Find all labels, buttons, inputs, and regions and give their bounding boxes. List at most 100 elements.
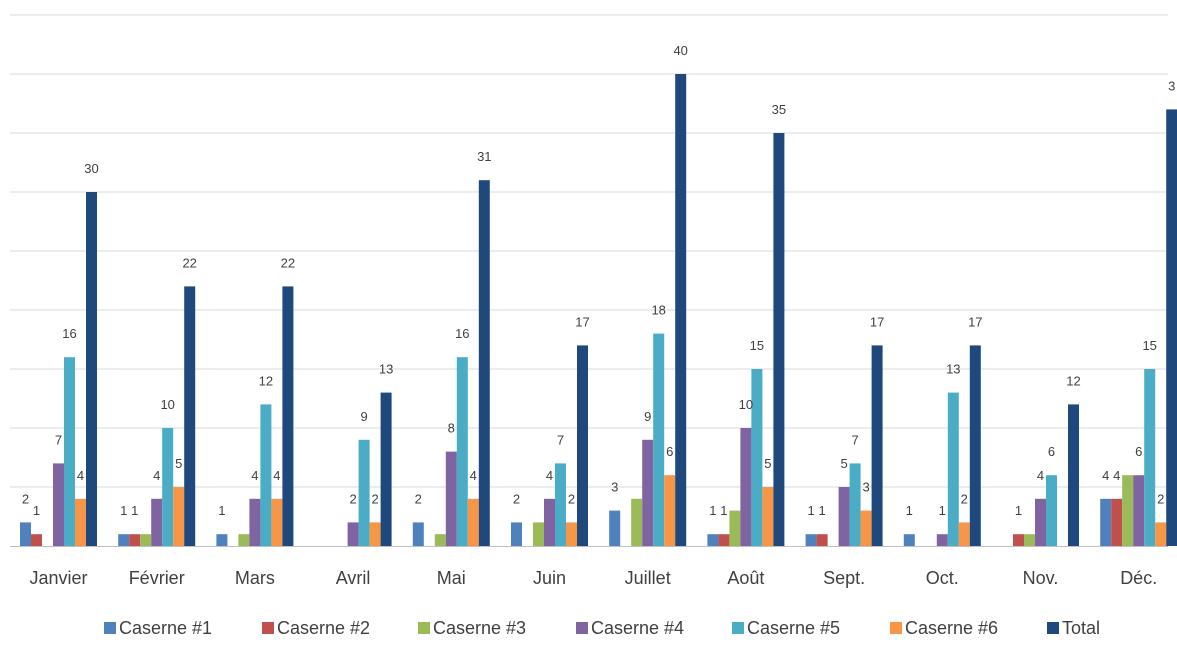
legend-label-caserne-3: Caserne #3 [433, 618, 526, 638]
data-label: 12 [259, 373, 273, 388]
data-label: 35 [772, 102, 786, 117]
bar-caserne-4-nov [1035, 498, 1046, 546]
data-label: 1 [1015, 503, 1022, 518]
data-label: 30 [84, 161, 98, 176]
data-label: 3 [611, 480, 618, 495]
data-label: 22 [281, 255, 295, 270]
bar-caserne-4-sept [838, 487, 850, 546]
data-label: 15 [1142, 338, 1156, 353]
data-label: 4 [470, 468, 477, 483]
bar-caserne-3-dec [1122, 475, 1134, 546]
category-label-fevrier: Février [129, 568, 185, 588]
bar-caserne-1-janvier [20, 522, 31, 546]
legend-swatch-caserne-3 [418, 622, 430, 634]
bar-caserne-1-oct [903, 534, 915, 546]
data-label: 1 [939, 503, 946, 518]
bar-caserne-4-aout [740, 428, 752, 546]
bar-caserne-1-fevrier [118, 534, 130, 546]
bar-total-dec [1166, 109, 1177, 547]
data-label: 7 [557, 432, 564, 447]
bar-caserne-5-janvier [64, 357, 75, 546]
data-label: 7 [851, 432, 858, 447]
data-label: 8 [448, 421, 455, 436]
data-label: 5 [840, 456, 847, 471]
bar-total-avril [380, 392, 392, 546]
data-label: 12 [1066, 373, 1080, 388]
data-label: 2 [371, 491, 378, 506]
bar-caserne-6-fevrier [173, 487, 185, 546]
bar-caserne-5-oct [947, 392, 959, 546]
data-label: 6 [666, 444, 673, 459]
data-label: 17 [968, 314, 982, 329]
data-label: 2 [961, 491, 968, 506]
bar-caserne-6-oct [958, 522, 970, 546]
data-label: 31 [477, 149, 491, 164]
data-label: 4 [1037, 468, 1044, 483]
data-label: 4 [546, 468, 553, 483]
legend-label-caserne-5: Caserne #5 [747, 618, 840, 638]
bar-caserne-3-mai [434, 534, 446, 546]
bar-caserne-2-sept [816, 534, 828, 546]
data-label: 1 [818, 503, 825, 518]
category-label-avril: Avril [336, 568, 371, 588]
data-label: 3 [1168, 78, 1175, 93]
data-label: 2 [568, 491, 575, 506]
data-label: 10 [739, 397, 753, 412]
data-label: 6 [1135, 444, 1142, 459]
data-label: 5 [764, 456, 771, 471]
bar-caserne-3-aout [729, 510, 741, 546]
bar-caserne-6-aout [762, 487, 774, 546]
data-label: 13 [379, 362, 393, 377]
bar-caserne-1-mars [216, 534, 228, 546]
bar-caserne-3-juillet [631, 498, 643, 546]
legend-swatch-total [1047, 622, 1059, 634]
data-label: 13 [946, 362, 960, 377]
data-label: 1 [33, 503, 40, 518]
legend-swatch-caserne-4 [576, 622, 588, 634]
bar-caserne-1-mai [412, 522, 424, 546]
data-label: 1 [709, 503, 716, 518]
bar-caserne-4-fevrier [151, 498, 163, 546]
bar-caserne-4-juillet [642, 439, 654, 546]
bar-caserne-2-fevrier [129, 534, 141, 546]
bar-total-oct [969, 345, 981, 546]
bar-caserne-5-sept [849, 463, 861, 546]
bar-caserne-2-dec [1111, 498, 1123, 546]
data-label: 22 [182, 255, 196, 270]
bar-caserne-3-juin [533, 522, 544, 546]
data-label: 1 [807, 503, 814, 518]
bar-caserne-4-oct [936, 534, 948, 546]
data-label: 2 [1157, 491, 1164, 506]
bar-caserne-4-mai [445, 451, 457, 546]
bar-caserne-3-fevrier [140, 534, 152, 546]
legend-swatch-caserne-5 [732, 622, 744, 634]
data-label: 2 [415, 491, 422, 506]
bar-caserne-1-aout [707, 534, 719, 546]
bar-total-mai [478, 180, 490, 546]
category-label-aout: Août [727, 568, 764, 588]
legend-swatch-caserne-1 [104, 622, 116, 634]
data-label: 18 [651, 303, 665, 318]
bar-total-nov [1068, 404, 1079, 546]
bar-total-aout [773, 133, 785, 546]
bar-caserne-6-mars [271, 498, 283, 546]
legend-label-caserne-1: Caserne #1 [119, 618, 212, 638]
data-label: 5 [175, 456, 182, 471]
data-label: 16 [455, 326, 469, 341]
bar-caserne-5-aout [751, 369, 763, 546]
data-label: 3 [862, 480, 869, 495]
category-label-oct: Oct. [926, 568, 959, 588]
data-label: 6 [1048, 444, 1055, 459]
data-label: 1 [131, 503, 138, 518]
category-label-nov: Nov. [1023, 568, 1059, 588]
bar-caserne-5-juin [555, 463, 566, 546]
data-label: 16 [62, 326, 76, 341]
bar-caserne-4-janvier [53, 463, 64, 546]
data-label: 4 [273, 468, 280, 483]
bar-caserne-6-juillet [664, 475, 676, 546]
bar-caserne-5-mars [260, 404, 272, 546]
data-label: 1 [720, 503, 727, 518]
category-label-sept: Sept. [823, 568, 865, 588]
bar-caserne-4-mars [249, 498, 261, 546]
